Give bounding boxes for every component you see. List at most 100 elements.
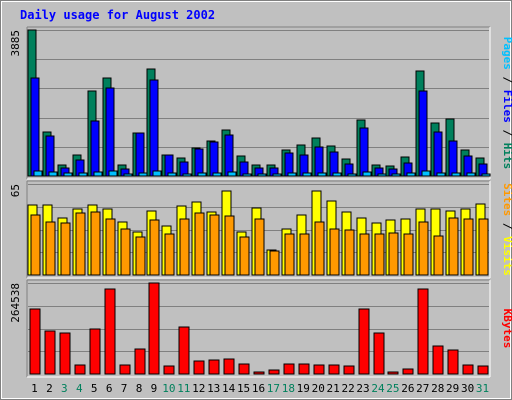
bar-pages-day-18 bbox=[287, 172, 297, 177]
x-tick-label: 12 bbox=[192, 382, 205, 395]
panel-visits-sites: 65 Sites / Visits bbox=[9, 180, 512, 279]
legend-part: / bbox=[501, 216, 512, 236]
x-tick-label: 30 bbox=[461, 382, 474, 395]
bar-kbytes-day-30 bbox=[462, 364, 474, 375]
bar-sites-day-31 bbox=[478, 218, 489, 276]
x-tick-label: 24 bbox=[371, 382, 385, 395]
bar-kbytes-day-31 bbox=[477, 365, 489, 375]
bar-pages-day-22 bbox=[347, 173, 357, 177]
bar-kbytes-day-13 bbox=[208, 359, 220, 375]
bar-pages-day-24 bbox=[377, 173, 387, 177]
x-tick-label: 29 bbox=[446, 382, 459, 395]
chart-title: Daily usage for August 2002 bbox=[20, 8, 215, 22]
bar-pages-day-14 bbox=[227, 171, 237, 177]
bar-sites-day-7 bbox=[120, 228, 131, 276]
bar-kbytes-day-16 bbox=[253, 371, 265, 375]
bar-sites-day-2 bbox=[45, 221, 56, 276]
y-max-label: 3885 bbox=[9, 30, 22, 57]
bar-kbytes-day-27 bbox=[417, 288, 429, 375]
bar-kbytes-day-19 bbox=[298, 363, 310, 375]
bar-kbytes-day-6 bbox=[104, 288, 116, 375]
bar-kbytes-day-9 bbox=[148, 282, 160, 375]
bar-pages-day-3 bbox=[63, 172, 73, 177]
bar-pages-day-27 bbox=[421, 170, 431, 177]
bar-kbytes-day-10 bbox=[163, 365, 175, 375]
x-tick-label: 4 bbox=[76, 382, 83, 395]
bar-sites-day-16 bbox=[254, 218, 265, 276]
bar-sites-day-20 bbox=[314, 221, 325, 276]
bar-pages-day-13 bbox=[212, 172, 222, 177]
x-tick-label: 10 bbox=[162, 382, 175, 395]
bar-pages-day-23 bbox=[362, 171, 372, 177]
bar-pages-day-5 bbox=[93, 171, 103, 177]
x-tick-label: 11 bbox=[177, 382, 190, 395]
bar-sites-day-11 bbox=[179, 218, 190, 276]
bar-sites-day-4 bbox=[75, 212, 86, 276]
x-tick-label: 9 bbox=[151, 382, 158, 395]
x-tick-label: 2 bbox=[46, 382, 53, 395]
bar-kbytes-day-12 bbox=[193, 360, 205, 375]
bar-sites-day-19 bbox=[299, 233, 310, 276]
legend-part: Sites bbox=[501, 183, 512, 216]
bar-files-day-28 bbox=[433, 131, 443, 177]
x-tick-label: 7 bbox=[121, 382, 128, 395]
x-tick-label: 25 bbox=[386, 382, 399, 395]
bar-files-day-14 bbox=[224, 134, 234, 177]
x-tick-label: 21 bbox=[327, 382, 340, 395]
bar-pages-day-28 bbox=[436, 172, 446, 177]
x-tick-label: 28 bbox=[431, 382, 444, 395]
bar-pages-day-9 bbox=[152, 170, 162, 177]
bar-pages-day-29 bbox=[451, 172, 461, 177]
y-max-label: 264538 bbox=[9, 283, 22, 323]
bar-kbytes-day-14 bbox=[223, 358, 235, 375]
bar-pages-day-25 bbox=[391, 173, 401, 177]
bar-files-day-9 bbox=[149, 79, 159, 177]
bar-sites-day-5 bbox=[90, 211, 101, 276]
bar-kbytes-day-18 bbox=[283, 363, 295, 375]
legend-part: Pages bbox=[501, 37, 512, 70]
bar-kbytes-day-23 bbox=[358, 308, 370, 375]
bar-pages-day-15 bbox=[242, 173, 252, 177]
legend-part: / bbox=[501, 70, 512, 90]
bar-sites-day-15 bbox=[239, 236, 250, 276]
bar-pages-day-10 bbox=[167, 172, 177, 177]
bar-files-day-2 bbox=[45, 135, 55, 177]
x-tick-label: 27 bbox=[416, 382, 429, 395]
bar-files-day-27 bbox=[418, 90, 428, 177]
bar-pages-day-2 bbox=[48, 171, 58, 177]
bar-pages-day-1 bbox=[33, 170, 43, 177]
x-tick-label: 15 bbox=[237, 382, 250, 395]
bar-sites-day-29 bbox=[448, 217, 459, 276]
bar-pages-day-26 bbox=[406, 172, 416, 177]
bar-files-day-23 bbox=[359, 127, 369, 177]
series-legend: KBytes bbox=[501, 309, 512, 349]
x-tick-label: 14 bbox=[222, 382, 236, 395]
bar-pages-day-12 bbox=[197, 172, 207, 177]
x-tick-label: 26 bbox=[401, 382, 414, 395]
bar-sites-day-10 bbox=[164, 233, 175, 276]
bar-kbytes-day-26 bbox=[402, 368, 414, 375]
bar-kbytes-day-7 bbox=[119, 364, 131, 375]
x-tick-label: 23 bbox=[356, 382, 369, 395]
bar-kbytes-day-4 bbox=[74, 364, 86, 375]
bar-kbytes-day-21 bbox=[328, 364, 340, 375]
y-max-label: 65 bbox=[9, 184, 22, 197]
legend-part: Visits bbox=[501, 236, 512, 276]
bar-sites-day-9 bbox=[149, 219, 160, 276]
x-tick-label: 8 bbox=[136, 382, 143, 395]
bar-kbytes-day-20 bbox=[313, 364, 325, 375]
bar-sites-day-23 bbox=[359, 233, 370, 276]
bar-pages-day-8 bbox=[138, 172, 148, 177]
bar-sites-day-21 bbox=[329, 228, 340, 276]
bar-pages-day-19 bbox=[302, 172, 312, 177]
bar-files-day-13 bbox=[209, 141, 219, 177]
bar-files-day-29 bbox=[448, 140, 458, 177]
bar-sites-day-1 bbox=[30, 214, 41, 276]
bar-pages-day-20 bbox=[317, 172, 327, 177]
x-tick-label: 18 bbox=[282, 382, 295, 395]
bar-pages-day-7 bbox=[123, 173, 133, 177]
bar-kbytes-day-17 bbox=[268, 369, 280, 375]
bar-files-day-12 bbox=[194, 148, 204, 177]
bar-kbytes-day-24 bbox=[373, 332, 385, 375]
